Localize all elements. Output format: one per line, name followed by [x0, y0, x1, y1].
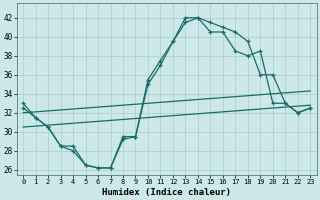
- X-axis label: Humidex (Indice chaleur): Humidex (Indice chaleur): [102, 188, 231, 197]
